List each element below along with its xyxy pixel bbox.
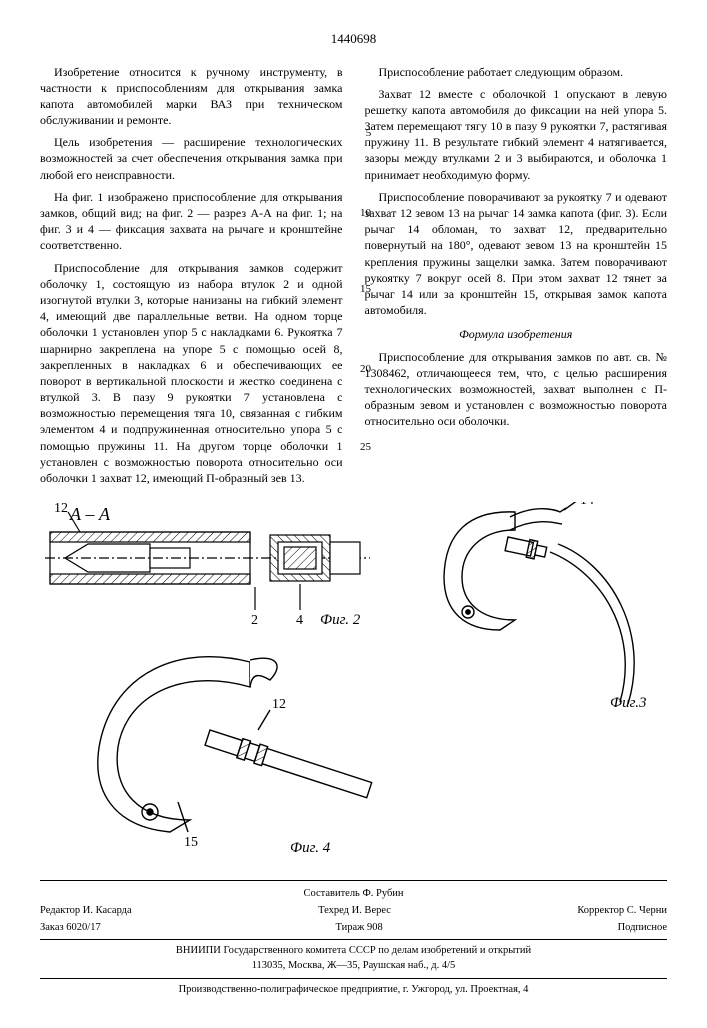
callout-12b: 12 bbox=[272, 697, 286, 712]
para: Приспособление для открывания замков сод… bbox=[40, 260, 343, 487]
footer-org2: Производственно-полиграфическое предприя… bbox=[40, 978, 667, 998]
line-number: 5 bbox=[362, 126, 376, 141]
callout-12: 12 bbox=[54, 502, 68, 516]
callout-15: 15 bbox=[184, 835, 198, 850]
para: Приспособление для открывания замков по … bbox=[365, 349, 668, 430]
footer-addr1: 113035, Москва, Ж—35, Раушская наб., д. … bbox=[40, 959, 667, 974]
right-column: 5 10 15 20 25 Приспособление работает сл… bbox=[365, 64, 668, 493]
line-number: 20 bbox=[359, 362, 373, 377]
footer-editor: Редактор И. Касарда bbox=[40, 904, 132, 919]
para: Приспособление поворачивают за рукоятку … bbox=[365, 189, 668, 319]
callout-4: 4 bbox=[296, 613, 303, 628]
figures-block: А – А 12 2 4 Фиг. 2 bbox=[40, 502, 667, 866]
footer-order: Заказ 6020/17 bbox=[40, 921, 101, 936]
para: Цель изобретения — расширение технологич… bbox=[40, 134, 343, 183]
fig4-label: Фиг. 4 bbox=[290, 840, 331, 856]
section-label: А – А bbox=[69, 504, 111, 524]
footer: Составитель Ф. Рубин Редактор И. Касарда… bbox=[40, 880, 667, 997]
para: Изобретение относится к ручному инструме… bbox=[40, 64, 343, 129]
text-columns: Изобретение относится к ручному инструме… bbox=[40, 64, 667, 493]
callout-2: 2 bbox=[251, 613, 258, 628]
line-number: 15 bbox=[359, 282, 373, 297]
para: На фиг. 1 изображено приспособление для … bbox=[40, 189, 343, 254]
line-number: 25 bbox=[359, 440, 373, 455]
fig-3: 14 Фиг.3 bbox=[444, 502, 646, 711]
callout-14: 14 bbox=[580, 502, 594, 508]
left-column: Изобретение относится к ручному инструме… bbox=[40, 64, 343, 493]
line-number: 10 bbox=[359, 206, 373, 221]
footer-tech: Техред И. Верес bbox=[318, 904, 391, 919]
footer-org1: ВНИИПИ Государственного комитета СССР по… bbox=[40, 944, 667, 959]
patent-number: 1440698 bbox=[40, 30, 667, 48]
footer-tirage: Тираж 908 bbox=[335, 921, 382, 936]
fig2-label: Фиг. 2 bbox=[320, 612, 361, 628]
para: Приспособление работает следующим образо… bbox=[365, 64, 668, 80]
footer-composer: Составитель Ф. Рубин bbox=[40, 887, 667, 902]
fig-4: 12 15 Фиг. 4 bbox=[98, 657, 372, 856]
fig3-label: Фиг.3 bbox=[610, 695, 646, 711]
footer-corrector: Корректор С. Черни bbox=[577, 904, 667, 919]
formula-title: Формула изобретения bbox=[365, 326, 668, 342]
figures-svg: А – А 12 2 4 Фиг. 2 bbox=[40, 502, 667, 862]
para: Захват 12 вместе с оболочкой 1 опускают … bbox=[365, 86, 668, 183]
footer-signed: Подписное bbox=[618, 921, 667, 936]
